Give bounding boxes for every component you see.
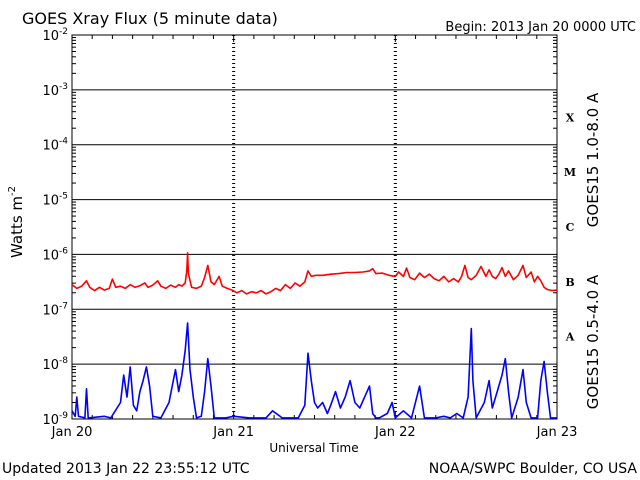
begin-label: Begin: 2013 Jan 20 0000 UTC (445, 20, 636, 35)
flare-class-label: A (565, 331, 575, 344)
y-tick-exponent: -2 (59, 27, 68, 37)
grid-layer (71, 35, 558, 419)
legend-long-channel: GOES15 1.0-8.0 A (584, 92, 602, 227)
y-tick-labels: 10-210-310-410-510-610-710-810-9 (42, 27, 68, 428)
y-tick-label: 10-6 (42, 246, 68, 263)
y-axis-label-sup: -2 (7, 186, 18, 196)
footer-source: NOAA/SWPC Boulder, CO USA (429, 461, 638, 477)
flare-class-label: B (565, 276, 574, 289)
legend-short-channel: GOES15 0.5-4.0 A (584, 274, 602, 409)
y-tick-exponent: -5 (59, 192, 68, 202)
chart-title: GOES Xray Flux (5 minute data) (22, 9, 278, 28)
plot-frame (71, 34, 558, 420)
y-tick-label: 10-2 (42, 27, 68, 44)
x-axis-label: Universal Time (269, 441, 358, 455)
series-lines (71, 252, 558, 419)
y-tick-exponent: -3 (59, 82, 68, 92)
series-line-long-channel (71, 252, 558, 295)
y-axis-label: Watts m-2 (7, 186, 26, 258)
x-tick-label: Jan 20 (51, 425, 93, 440)
flare-class-label: X (566, 111, 575, 124)
y-tick-label: 10-5 (42, 192, 68, 209)
y-axis-label-text: Watts m (8, 196, 26, 258)
y-tick-base: 10 (42, 194, 59, 209)
y-tick-base: 10 (42, 303, 59, 318)
flare-class-labels: X M C B A (564, 111, 576, 343)
y-tick-base: 10 (42, 139, 59, 154)
y-tick-exponent: -4 (59, 137, 68, 147)
x-tick-label: Jan 21 (212, 425, 254, 440)
footer-updated: Updated 2013 Jan 22 23:55:12 UTC (2, 461, 250, 477)
series-line-short-channel (71, 322, 557, 419)
x-tick-label: Jan 22 (374, 425, 416, 440)
y-tick-label: 10-3 (42, 82, 68, 99)
y-tick-exponent: -9 (59, 411, 68, 421)
y-tick-exponent: -8 (59, 356, 68, 366)
y-tick-label: 10-7 (42, 301, 68, 318)
svg-text:Watts m-2: Watts m-2 (7, 186, 26, 258)
x-tick-labels: Jan 20 Jan 21 Jan 22 Jan 23 (51, 425, 578, 440)
y-tick-base: 10 (42, 29, 59, 44)
y-tick-base: 10 (42, 358, 59, 373)
y-tick-label: 10-4 (42, 137, 68, 154)
flare-class-label: M (564, 166, 576, 179)
x-tick-label: Jan 23 (536, 425, 578, 440)
flare-class-label: C (566, 221, 575, 234)
y-tick-base: 10 (42, 248, 59, 263)
y-tick-base: 10 (42, 84, 59, 99)
y-tick-base: 10 (42, 413, 59, 428)
y-tick-label: 10-9 (42, 411, 68, 428)
y-tick-exponent: -7 (59, 301, 68, 311)
y-tick-label: 10-8 (42, 356, 68, 373)
y-tick-exponent: -6 (59, 246, 68, 256)
